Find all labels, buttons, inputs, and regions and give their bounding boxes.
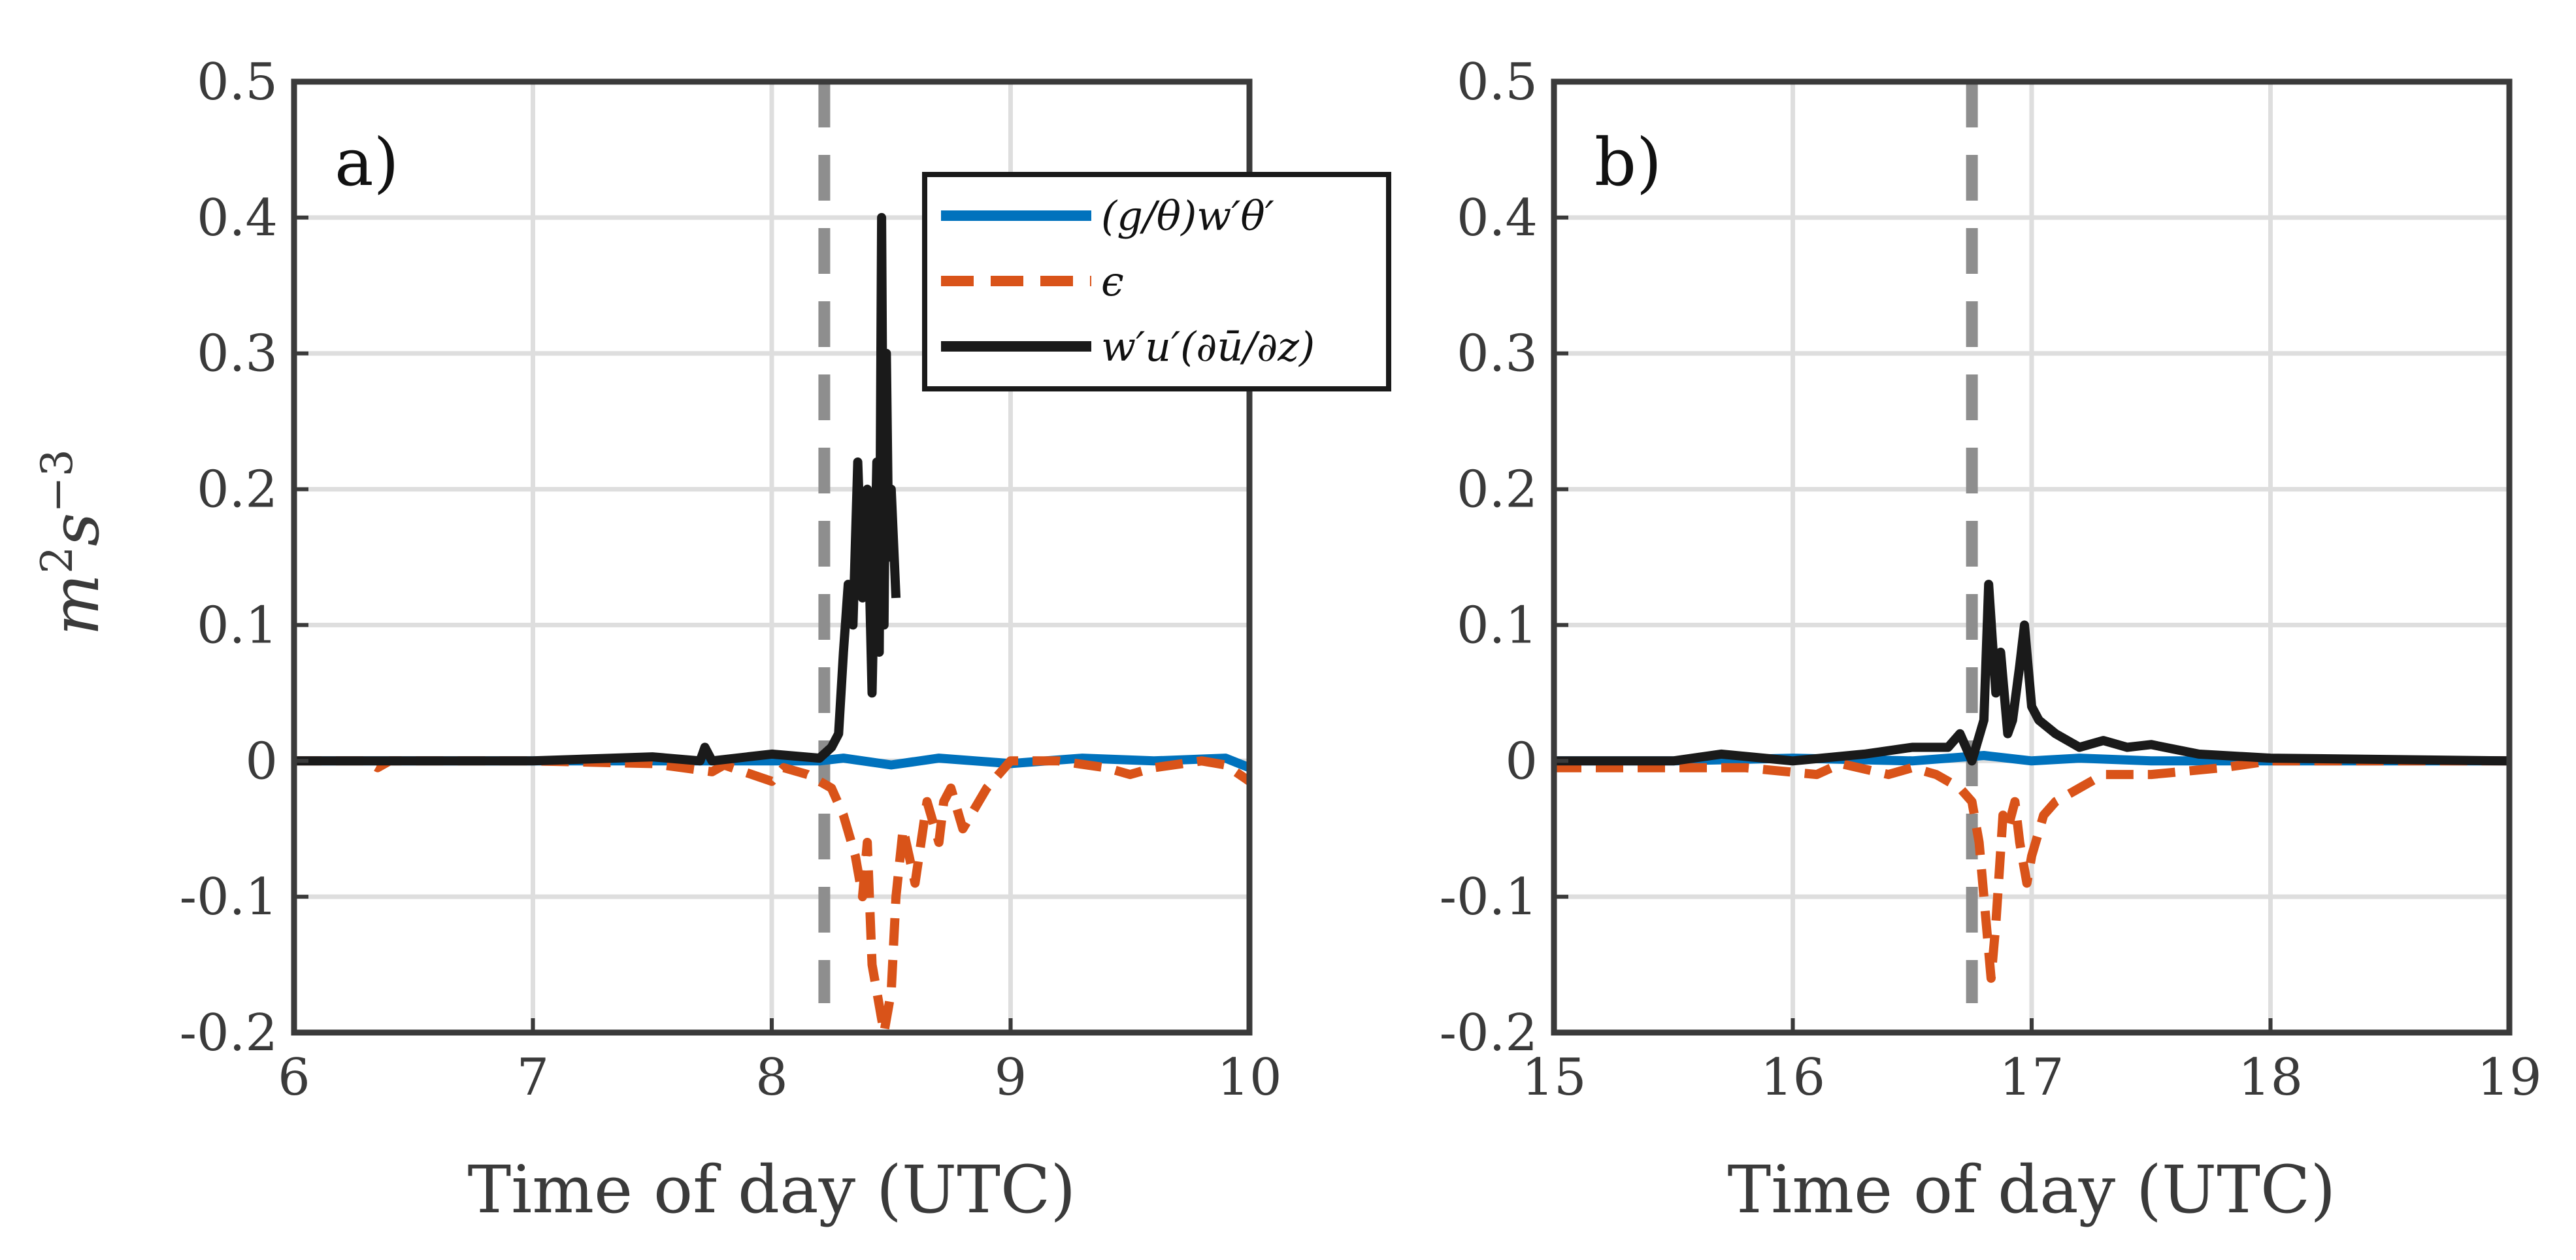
x-tick-label: 19	[2477, 1048, 2541, 1107]
x-tick-label: 18	[2238, 1048, 2303, 1107]
series-group	[294, 212, 1252, 1037]
x-tick-labels: 15 16 17 18 19	[1521, 1018, 2542, 1107]
y-tick-label: 0.4	[197, 189, 278, 248]
y-axis-label-base: m	[37, 574, 114, 636]
x-axis-label: Time of day (UTC)	[468, 1152, 1076, 1228]
x-tick-label: 7	[517, 1048, 550, 1107]
legend: (g/θ)w′θ′ ϵ w′u′(∂ū/∂z)	[922, 172, 1391, 391]
series-group	[1554, 580, 2510, 983]
y-tick-label: 0	[1505, 732, 1538, 791]
legend-entry-shear: w′u′(∂ū/∂z)	[1101, 323, 1315, 371]
y-tick-label: 0.2	[197, 461, 278, 520]
y-tick-label: 0.5	[1457, 53, 1538, 112]
y-tick-label: -0.1	[1440, 868, 1538, 927]
x-tick-label: 8	[755, 1048, 788, 1107]
x-tick-labels: 6 7 8 9 10	[278, 1018, 1282, 1107]
y-tick-label: 0.1	[197, 596, 278, 655]
series-line-shear	[1554, 580, 2510, 766]
panel-label: a)	[335, 124, 399, 201]
y-tick-label: -0.2	[1440, 1004, 1538, 1063]
x-tick-label: 6	[278, 1048, 310, 1107]
y-axis-label: m2s−3	[32, 449, 114, 635]
y-tick-label: -0.1	[180, 868, 278, 927]
x-tick-label: 16	[1760, 1048, 1825, 1107]
y-axis-label-exp2: −3	[32, 449, 82, 512]
y-tick-label: 0.4	[1457, 189, 1538, 248]
y-axis-label-mid: s	[37, 513, 114, 546]
legend-entry-buoyancy: (g/θ)w′θ′	[1101, 192, 1274, 240]
y-axis-label-exp1: 2	[32, 546, 82, 574]
y-tick-label: 0.5	[197, 53, 278, 112]
x-axis-label: Time of day (UTC)	[1728, 1152, 2336, 1228]
y-tick-label: 0.2	[1457, 461, 1538, 520]
y-tick-label: -0.2	[180, 1004, 278, 1063]
legend-entry-dissipation: ϵ	[1101, 257, 1124, 305]
y-tick-label: 0.3	[197, 325, 278, 384]
y-tick-labels: -0.2 -0.1 0 0.1 0.2 0.3 0.4 0.5	[1440, 53, 1568, 1063]
x-tick-label: 15	[1521, 1048, 1586, 1107]
y-tick-label: 0.3	[1457, 325, 1538, 384]
y-tick-label: 0.1	[1457, 596, 1538, 655]
panel-label: b)	[1594, 124, 1662, 201]
x-tick-label: 17	[1999, 1048, 2064, 1107]
series-line-dissipation	[294, 756, 1252, 1037]
x-tick-label: 10	[1217, 1048, 1281, 1107]
y-tick-labels: -0.2 -0.1 0 0.1 0.2 0.3 0.4 0.5	[180, 53, 308, 1063]
chart-panel-b: 15 16 17 18 19 -0.2 -0.1 0 0.1 0.2 0.3 0.4 0.5 b) T…	[1440, 53, 2542, 1228]
series-line-dissipation	[1554, 756, 2509, 983]
series-line-shear	[294, 212, 901, 766]
y-tick-label: 0	[245, 732, 278, 791]
x-tick-label: 9	[995, 1048, 1027, 1107]
